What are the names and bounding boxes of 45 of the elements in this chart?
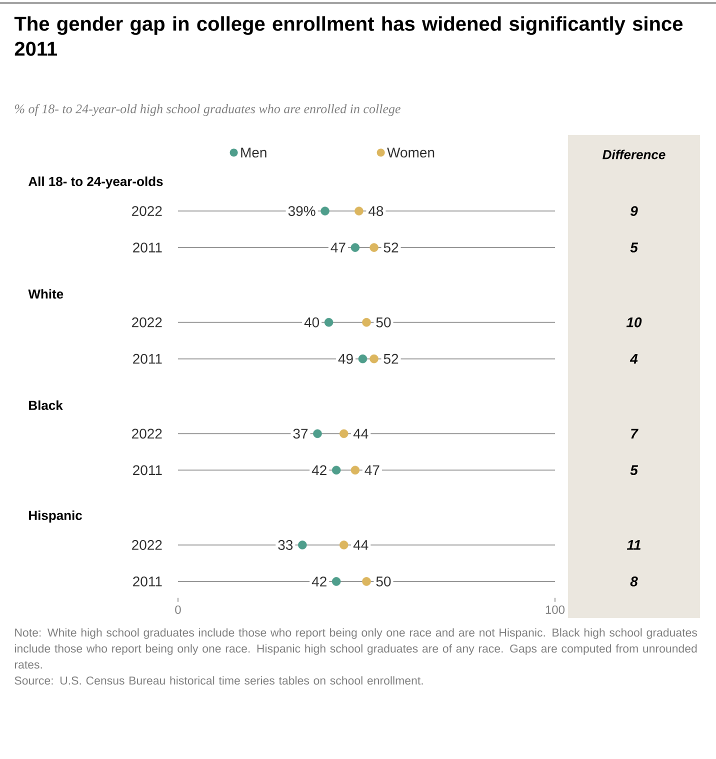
x-tick-label: 0	[175, 605, 181, 614]
source-note: Source: U.S. Census Bureau historical time series tables on school enrollment.	[14, 676, 423, 685]
data-label: 50	[376, 576, 391, 586]
text: White	[28, 289, 64, 299]
data-label: 52	[384, 354, 398, 364]
data-label: 42	[312, 576, 326, 586]
text: Difference	[602, 150, 666, 160]
data-label: 44	[353, 428, 368, 438]
text: Hispanic	[29, 510, 82, 523]
data-label: 42	[312, 465, 326, 476]
text: 4	[630, 354, 638, 364]
y-tick-label: 2022	[132, 428, 162, 439]
text: Black	[29, 400, 63, 410]
y-tick-label: 2011	[133, 576, 162, 586]
data-label: 50	[376, 317, 391, 328]
y-tick-label: 2011	[133, 465, 162, 476]
y-tick-label: 2011	[133, 242, 162, 252]
data-label: 48	[368, 206, 384, 216]
text: All 18- to 24-year-olds	[28, 176, 163, 189]
data-label: 47	[330, 242, 346, 252]
text: 9	[630, 206, 638, 216]
chart-subtitle: % of 18- to 24-year-old high school graduates who are enrolled in college	[14, 104, 400, 116]
legend-label: Women	[387, 148, 434, 158]
text: 5	[630, 465, 638, 476]
chart-title: The gender gap in college enrollment has widened significantly since 2011	[14, 16, 683, 56]
data-label: 37	[293, 428, 308, 439]
text: 5	[630, 242, 638, 252]
y-tick-label: 2011	[133, 354, 162, 364]
text: Note: White high school graduates include those who report being only one race and are not Hispanic. Black high school graduates include those who report being only one race. Hispanic high school graduates are of any race. Gaps are computed from unrounded rates.	[14, 628, 698, 669]
data-label: 40	[304, 317, 320, 328]
data-label: 47	[364, 465, 380, 475]
y-tick-label: 2022	[132, 540, 162, 550]
legend-label: Men	[241, 148, 266, 158]
text: 7	[631, 428, 638, 438]
data-label: 33	[278, 540, 293, 550]
y-tick-label: 2022	[132, 317, 162, 328]
data-label: 49	[338, 354, 353, 364]
text: 8	[630, 576, 638, 586]
text: 10	[626, 317, 642, 328]
data-label: 44	[353, 540, 368, 550]
text: 11	[626, 540, 641, 550]
y-tick-label: 2022	[132, 206, 162, 216]
data-label: 39%	[288, 206, 316, 216]
x-tick-label: 100	[546, 605, 565, 614]
data-label: 52	[384, 242, 398, 252]
